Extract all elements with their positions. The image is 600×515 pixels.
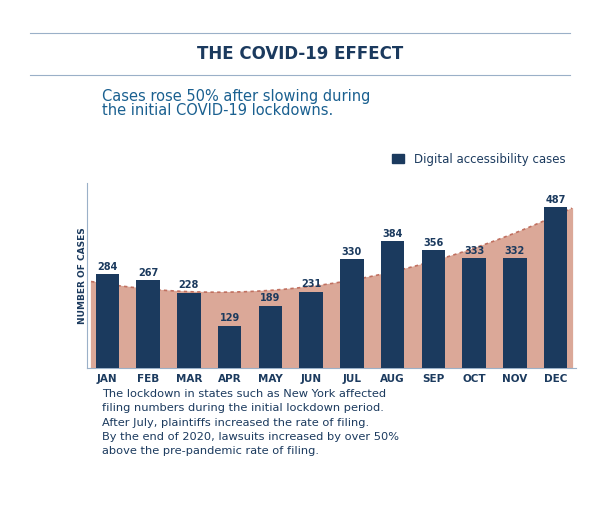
Text: 332: 332 (505, 246, 525, 256)
Text: 189: 189 (260, 294, 281, 303)
Bar (503, 259, 527, 368)
Bar (259, 306, 282, 368)
Bar (95, 274, 119, 368)
Text: 330: 330 (342, 247, 362, 256)
Text: 228: 228 (179, 281, 199, 290)
Y-axis label: NUMBER OF CASES: NUMBER OF CASES (79, 227, 88, 324)
Bar (422, 250, 445, 368)
Text: 356: 356 (423, 238, 443, 248)
Text: the initial COVID-19 lockdowns.: the initial COVID-19 lockdowns. (102, 103, 333, 118)
Text: 267: 267 (138, 267, 158, 278)
Text: 284: 284 (97, 262, 118, 272)
Bar (381, 241, 404, 368)
Bar (544, 207, 568, 368)
Bar (463, 258, 486, 368)
Legend: Digital accessibility cases: Digital accessibility cases (388, 148, 570, 170)
Text: 384: 384 (382, 229, 403, 239)
Text: THE COVID-19 EFFECT: THE COVID-19 EFFECT (197, 45, 403, 63)
Text: 129: 129 (220, 313, 240, 323)
Text: Cases rose 50% after slowing during: Cases rose 50% after slowing during (102, 89, 370, 104)
Bar (340, 259, 364, 368)
Text: 231: 231 (301, 280, 321, 289)
Text: The lockdown in states such as New York affected
filing numbers during the initi: The lockdown in states such as New York … (102, 389, 399, 456)
Bar (136, 280, 160, 368)
Text: 487: 487 (545, 195, 566, 204)
Text: 333: 333 (464, 246, 484, 255)
Bar (177, 293, 200, 368)
Bar (218, 325, 241, 368)
Bar (299, 291, 323, 368)
